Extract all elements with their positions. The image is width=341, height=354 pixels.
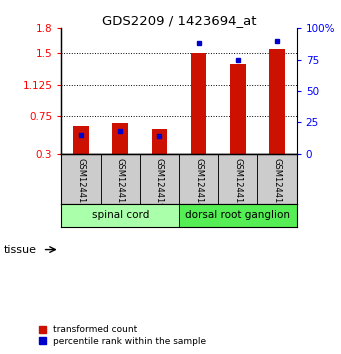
Text: GSM124415: GSM124415 [233,158,242,208]
Bar [151,129,167,154]
Text: GSM124417: GSM124417 [76,158,86,208]
Bar [257,154,297,204]
Legend: transformed count, percentile rank within the sample: transformed count, percentile rank withi… [39,325,206,346]
Bar [112,123,128,154]
Text: GSM124414: GSM124414 [194,158,203,208]
Bar [140,154,179,204]
Title: GDS2209 / 1423694_at: GDS2209 / 1423694_at [102,14,256,27]
Bar [218,154,257,204]
Bar [179,204,297,227]
Bar [61,204,179,227]
Bar [191,53,206,154]
Text: tissue: tissue [3,245,36,255]
Bar [73,126,89,154]
Bar [179,154,218,204]
Bar [101,154,140,204]
Bar [269,49,285,154]
Bar [61,154,101,204]
Text: spinal cord: spinal cord [91,210,149,220]
Text: GSM124419: GSM124419 [155,158,164,208]
Text: GSM124418: GSM124418 [116,158,125,208]
Bar [230,64,246,154]
Text: dorsal root ganglion: dorsal root ganglion [186,210,290,220]
Text: GSM124416: GSM124416 [272,158,282,208]
